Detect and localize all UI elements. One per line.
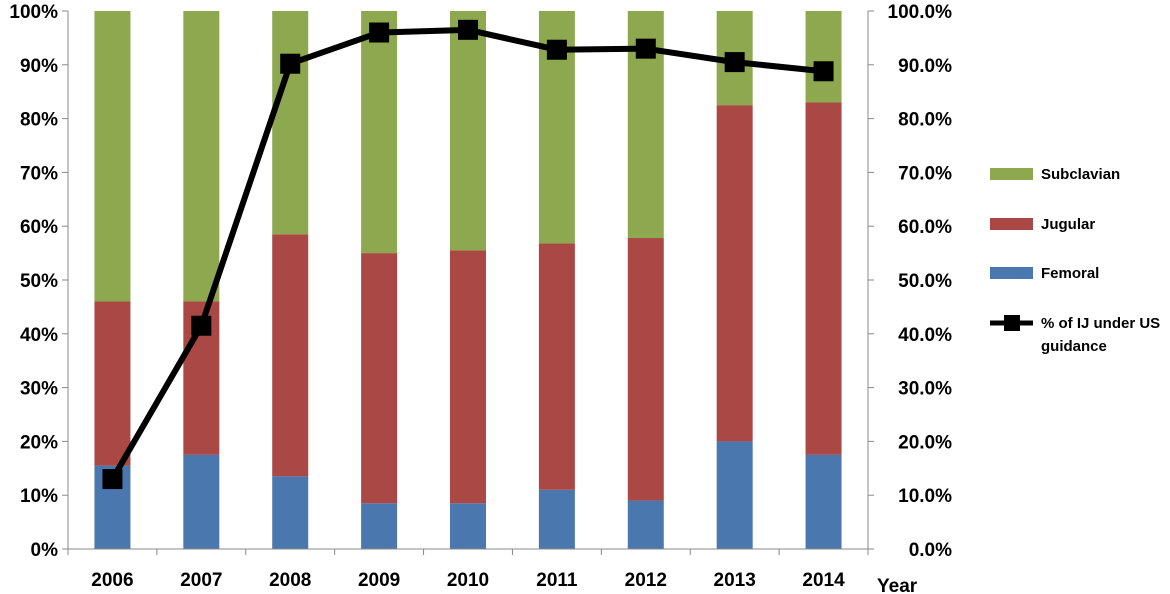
x-tick-label-2010: 2010 — [447, 570, 489, 591]
y-left-tick-label: 100% — [9, 2, 58, 23]
bar-jugular-2013 — [716, 105, 753, 442]
y-right-tick-label: 20.0% — [898, 432, 952, 453]
y-right-tick-label: 70.0% — [898, 163, 952, 184]
y-left-tick-label: 30% — [20, 379, 58, 400]
bar-femoral-2012 — [627, 500, 664, 549]
x-tick-label-2006: 2006 — [91, 570, 133, 591]
y-right-tick-label: 80.0% — [898, 110, 952, 131]
x-tick-label-2009: 2009 — [358, 570, 400, 591]
marker-us-guidance-2007 — [191, 315, 212, 336]
legend: Subclavian Jugular Femoral % of IJ under US… — [990, 166, 1160, 355]
x-tick-label-2011: 2011 — [536, 570, 578, 591]
marker-us-guidance-2011 — [546, 39, 567, 60]
y-left-tick-label: 70% — [20, 163, 58, 184]
y-left-tick-label: 10% — [20, 486, 58, 507]
y-left-tick-label: 80% — [20, 110, 58, 131]
y-right-tick-label: 0.0% — [909, 540, 952, 561]
marker-us-guidance-2008 — [280, 53, 301, 74]
legend-label-subclavian: Subclavian — [1041, 166, 1120, 183]
bar-femoral-2013 — [716, 441, 753, 549]
legend-swatch-femoral — [990, 267, 1033, 279]
marker-us-guidance-2012 — [635, 38, 656, 59]
y-right-tick-label: 60.0% — [898, 217, 952, 238]
bar-jugular-2009 — [361, 253, 398, 504]
y-left-tick-label: 50% — [20, 271, 58, 292]
legend-swatch-marker — [1004, 315, 1020, 331]
bar-subclavian-2010 — [450, 11, 486, 251]
bar-femoral-2009 — [361, 503, 398, 549]
bar-subclavian-2008 — [272, 11, 309, 235]
line-layer — [102, 19, 834, 490]
bar-subclavian-2007 — [183, 11, 220, 302]
legend-label-us-guidance-line2: guidance — [1041, 338, 1107, 355]
bar-femoral-2007 — [183, 454, 220, 549]
marker-us-guidance-2010 — [458, 19, 478, 40]
x-tick-label-2013: 2013 — [714, 570, 756, 591]
x-tick-label-2014: 2014 — [802, 570, 845, 591]
y-right-tick-label: 40.0% — [898, 325, 952, 346]
bar-subclavian-2014 — [805, 11, 842, 103]
bar-jugular-2014 — [805, 102, 842, 455]
bar-femoral-2014 — [805, 454, 842, 549]
x-axis-title: Year — [877, 576, 918, 594]
legend-label-jugular: Jugular — [1041, 216, 1095, 233]
legend-label-us-guidance-line1: % of IJ under US — [1041, 315, 1160, 332]
legend-swatch-subclavian — [990, 168, 1033, 180]
bar-subclavian-2006 — [94, 11, 131, 302]
legend-swatch-jugular — [990, 218, 1033, 230]
marker-us-guidance-2014 — [813, 61, 834, 82]
y-left-tick-label: 0% — [31, 540, 59, 561]
marker-us-guidance-2006 — [102, 469, 123, 490]
y-left-tick-label: 20% — [20, 432, 58, 453]
y-left-tick-label: 60% — [20, 217, 58, 238]
y-left-tick-label: 90% — [20, 56, 58, 77]
y-right-tick-label: 100.0% — [888, 2, 953, 23]
bar-jugular-2011 — [538, 243, 575, 490]
x-tick-label-2012: 2012 — [625, 570, 667, 591]
marker-us-guidance-2013 — [724, 52, 745, 73]
bar-femoral-2011 — [538, 489, 575, 549]
marker-us-guidance-2009 — [369, 22, 390, 43]
x-tick-label-2007: 2007 — [180, 570, 222, 591]
bar-jugular-2008 — [272, 234, 309, 477]
y-right-tick-label: 50.0% — [898, 271, 952, 292]
bar-jugular-2010 — [450, 250, 486, 504]
x-tick-label-2008: 2008 — [269, 570, 311, 591]
bar-femoral-2010 — [450, 503, 486, 549]
bar-jugular-2012 — [627, 238, 664, 501]
axes-layer — [62, 10, 874, 555]
bar-subclavian-2009 — [361, 11, 398, 254]
bars-layer — [94, 11, 842, 549]
labels-layer: 0% 10% 20% 30% 40% 50% 60% 70% 80% 90% 100% 0.0% 10.… — [9, 2, 952, 594]
bar-femoral-2008 — [272, 476, 309, 549]
y-right-tick-label: 90.0% — [898, 56, 952, 77]
legend-label-femoral: Femoral — [1041, 265, 1099, 282]
y-right-tick-label: 30.0% — [898, 379, 952, 400]
bar-jugular-2006 — [94, 301, 131, 466]
y-right-tick-label: 10.0% — [898, 486, 952, 507]
y-left-tick-label: 40% — [20, 325, 58, 346]
